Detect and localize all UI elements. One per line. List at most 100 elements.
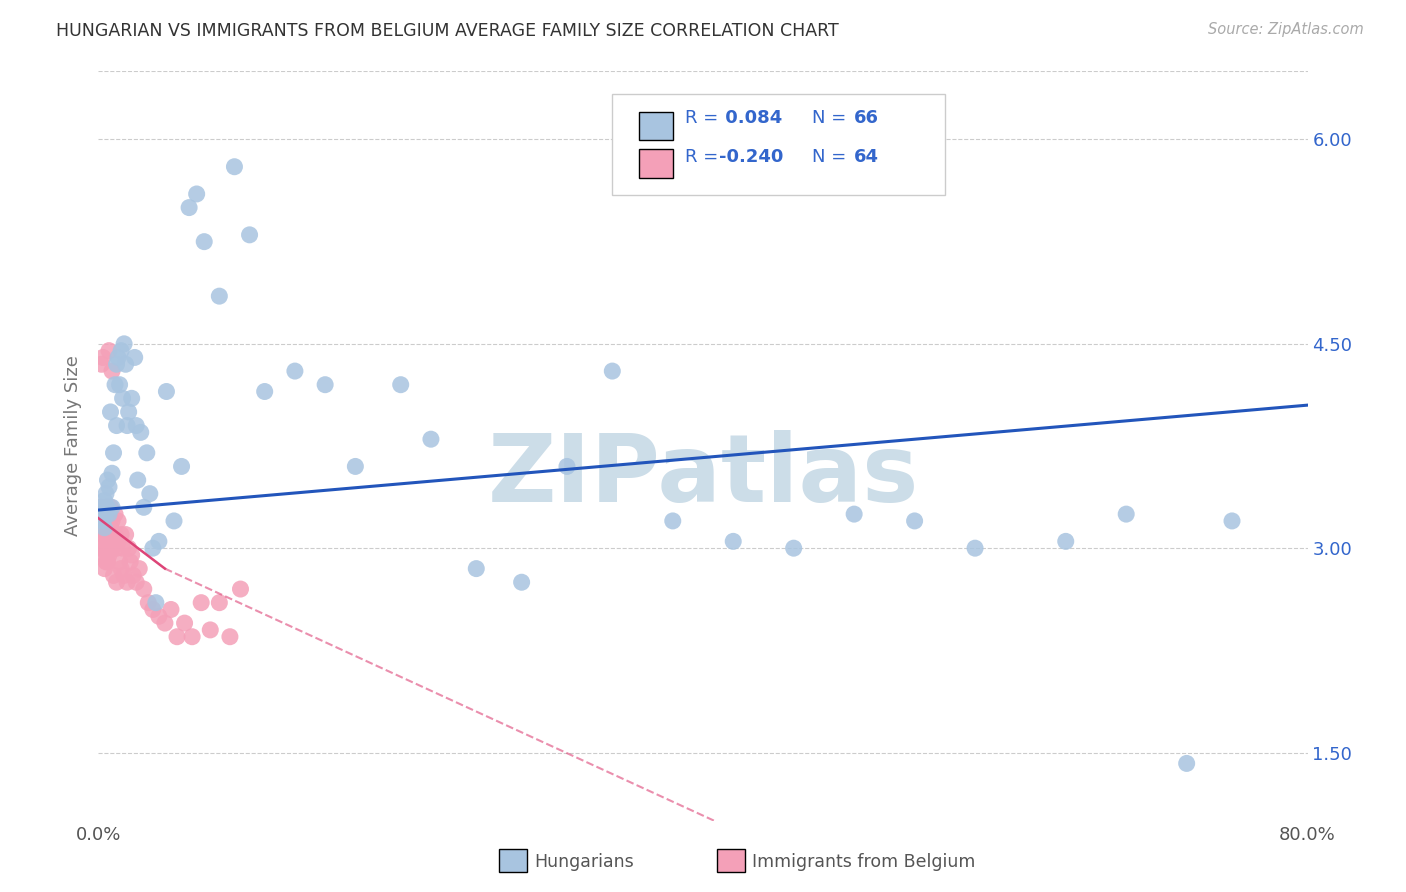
Point [104,507,127,521]
Point [115,575,138,590]
Point [844,507,866,521]
Point [122,568,145,582]
Point [1115,507,1137,521]
FancyBboxPatch shape [638,112,673,140]
Point [602,364,624,378]
Point [118,405,141,419]
Point [100,521,122,535]
Text: 0.084: 0.084 [718,109,782,127]
Point [90,527,112,541]
Text: -0.240: -0.240 [718,148,783,166]
Point [193,235,215,249]
Point [103,534,125,549]
Point [101,500,124,515]
Point [103,568,125,582]
Point [98,548,121,562]
Point [224,160,246,174]
Text: 64: 64 [855,148,879,166]
Point [112,336,135,351]
Point [94,500,117,515]
Point [90,357,112,371]
Point [129,425,152,440]
Text: Hungarians: Hungarians [534,853,634,871]
Point [155,384,177,399]
Point [89,541,111,556]
Point [389,377,412,392]
Point [90,507,112,521]
Point [783,541,806,556]
Point [1220,514,1243,528]
Point [96,534,118,549]
Point [107,514,129,528]
Point [114,527,136,541]
Point [90,500,112,515]
Point [98,343,121,358]
Point [105,418,128,433]
Point [114,357,136,371]
Point [420,432,443,446]
Point [239,227,262,242]
Point [145,596,167,610]
Point [110,343,132,358]
Point [200,623,222,637]
Point [110,527,132,541]
Point [89,500,111,515]
Point [105,357,128,371]
Point [208,289,231,303]
Point [219,630,242,644]
Point [465,561,488,575]
Point [142,602,165,616]
Point [148,534,170,549]
Point [510,575,533,590]
Point [120,555,142,569]
Point [91,521,114,535]
Point [115,418,138,433]
Point [104,527,127,541]
Text: ZIPatlas: ZIPatlas [488,430,918,522]
Point [98,480,121,494]
FancyBboxPatch shape [638,149,673,178]
Point [96,555,118,569]
Point [148,609,170,624]
Point [91,507,114,521]
Text: Immigrants from Belgium: Immigrants from Belgium [752,853,976,871]
Point [98,507,121,521]
Point [284,364,307,378]
Point [108,555,131,569]
Point [153,616,176,631]
Point [103,446,125,460]
Point [127,473,149,487]
Point [108,377,131,392]
Point [91,351,114,365]
Point [163,514,186,528]
Point [181,630,204,644]
Text: HUNGARIAN VS IMMIGRANTS FROM BELGIUM AVERAGE FAMILY SIZE CORRELATION CHART: HUNGARIAN VS IMMIGRANTS FROM BELGIUM AVE… [56,22,839,40]
Point [96,500,118,515]
Point [93,493,115,508]
Point [136,596,159,610]
Point [101,541,124,556]
Point [100,405,122,419]
Point [94,507,117,521]
Point [121,392,143,406]
Point [101,364,124,378]
Point [190,596,212,610]
Point [94,555,117,569]
Point [93,514,115,528]
Point [112,568,135,582]
Point [132,500,155,515]
Point [118,541,141,556]
Point [253,384,276,399]
Point [904,514,927,528]
Point [125,418,148,433]
Point [93,541,115,556]
Point [100,500,122,515]
Point [723,534,745,549]
Point [135,446,157,460]
Text: Source: ZipAtlas.com: Source: ZipAtlas.com [1208,22,1364,37]
Point [128,561,150,575]
Point [229,582,252,596]
Point [160,602,183,616]
Point [105,541,128,556]
Point [100,541,122,556]
